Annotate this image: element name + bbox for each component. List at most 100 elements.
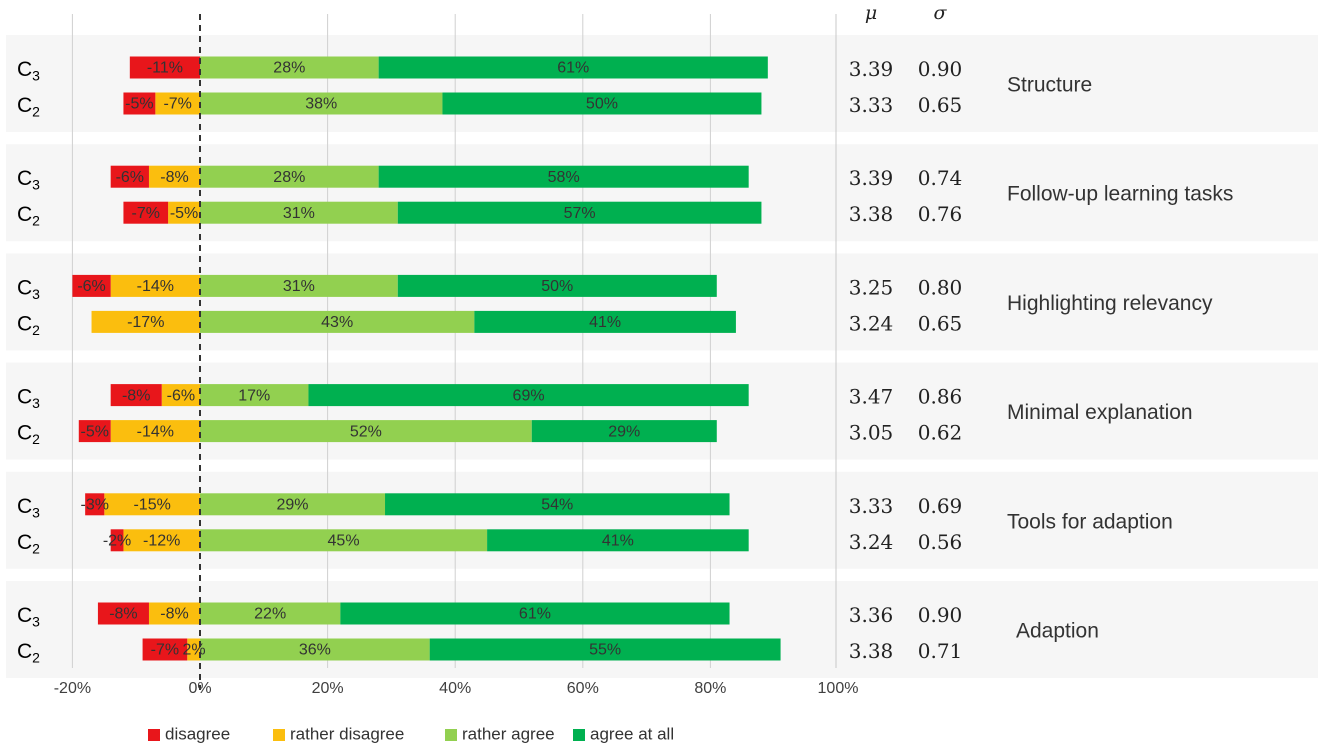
legend-label: rather agree xyxy=(462,724,555,743)
bar-agree-at-all xyxy=(487,529,749,552)
mean-value: 3.24 xyxy=(849,311,894,335)
bar-label-rather-agree: 52% xyxy=(350,423,382,440)
bar-rather-disagree xyxy=(123,529,200,552)
bar-rather-disagree xyxy=(148,602,200,625)
row-label-subscript: 3 xyxy=(32,176,40,192)
bar-disagree xyxy=(78,420,111,443)
bar-label-agree-at-all: 61% xyxy=(519,606,551,623)
bar-label-rather-disagree: 2% xyxy=(182,642,205,659)
bar-label-agree-at-all: 54% xyxy=(541,497,573,514)
row-label-subscript: 2 xyxy=(32,212,40,228)
legend-label: disagree xyxy=(165,724,230,743)
row-label-subscript: 3 xyxy=(32,67,40,83)
legend-label: agree at all xyxy=(590,724,674,743)
bar-disagree xyxy=(97,602,149,625)
row-label-subscript: 2 xyxy=(32,649,40,665)
bar-disagree xyxy=(110,529,124,552)
bar-disagree xyxy=(123,201,169,224)
mean-header: μ xyxy=(865,2,877,24)
sd-value: 0.90 xyxy=(918,57,963,81)
row-label-subscript: 3 xyxy=(32,395,40,411)
mean-value: 3.38 xyxy=(849,202,894,226)
bar-disagree xyxy=(72,274,111,297)
legend-swatch-rather-agree xyxy=(445,729,457,741)
sd-value: 0.56 xyxy=(918,530,963,554)
sd-value: 0.65 xyxy=(918,93,963,117)
x-tick-label: 60% xyxy=(567,680,599,697)
bar-label-disagree: -7% xyxy=(132,205,160,222)
x-tick-label: 20% xyxy=(312,680,344,697)
bar-label-rather-disagree: -8% xyxy=(160,606,188,623)
bar-label-disagree: -3% xyxy=(81,497,109,514)
bar-label-rather-agree: 22% xyxy=(254,606,286,623)
bar-label-disagree: -6% xyxy=(77,278,105,295)
row-label-subscript: 3 xyxy=(32,286,40,302)
row-label-subscript: 2 xyxy=(32,540,40,556)
bar-agree-at-all xyxy=(378,56,768,79)
bar-label-rather-agree: 45% xyxy=(328,533,360,550)
bar-label-agree-at-all: 50% xyxy=(541,278,573,295)
mean-value: 3.47 xyxy=(849,385,894,409)
bar-label-agree-at-all: 58% xyxy=(548,169,580,186)
sd-value: 0.71 xyxy=(918,639,963,663)
group-panel xyxy=(6,362,1318,460)
bar-label-disagree: -8% xyxy=(122,387,150,404)
sd-value: 0.86 xyxy=(918,385,963,409)
bar-label-rather-agree: 31% xyxy=(283,278,315,295)
bar-label-rather-disagree: -17% xyxy=(127,314,164,331)
bar-label-agree-at-all: 29% xyxy=(608,423,640,440)
bar-rather-agree xyxy=(200,274,398,297)
sd-value: 0.74 xyxy=(918,166,963,190)
group-name: Tools for adaption xyxy=(1007,510,1173,533)
legend-label: rather disagree xyxy=(290,724,404,743)
mean-value: 3.24 xyxy=(849,530,894,554)
group-panel xyxy=(6,253,1318,351)
mean-value: 3.25 xyxy=(849,275,894,299)
bar-label-disagree: -5% xyxy=(125,96,153,113)
bar-label-agree-at-all: 50% xyxy=(586,96,618,113)
group-panel xyxy=(6,35,1318,132)
bar-agree-at-all xyxy=(385,493,730,516)
bar-rather-disagree xyxy=(110,274,200,297)
bar-rather-disagree xyxy=(110,420,200,443)
bar-label-rather-disagree: -15% xyxy=(133,497,170,514)
bar-label-rather-disagree: -5% xyxy=(170,205,198,222)
group-name: Highlighting relevancy xyxy=(1007,292,1213,315)
bar-rather-disagree xyxy=(148,165,200,188)
bar-label-rather-agree: 28% xyxy=(273,169,305,186)
bar-disagree xyxy=(123,92,156,115)
bar-agree-at-all xyxy=(442,92,762,115)
bar-rather-disagree xyxy=(161,384,200,407)
bar-rather-agree xyxy=(200,310,475,333)
bar-label-agree-at-all: 61% xyxy=(557,60,589,77)
group-name: Follow-up learning tasks xyxy=(1007,183,1233,206)
bar-label-agree-at-all: 69% xyxy=(513,387,545,404)
bar-agree-at-all xyxy=(397,201,762,224)
bar-rather-disagree xyxy=(155,92,200,115)
bar-label-rather-disagree: -8% xyxy=(160,169,188,186)
mean-value: 3.33 xyxy=(849,494,894,518)
sd-value: 0.76 xyxy=(918,202,963,226)
bar-rather-agree xyxy=(200,165,379,188)
bar-label-agree-at-all: 41% xyxy=(589,314,621,331)
bar-rather-agree xyxy=(200,201,398,224)
bar-rather-agree xyxy=(200,420,532,443)
bar-rather-agree xyxy=(200,56,379,79)
bar-rather-agree xyxy=(200,92,443,115)
sd-header: σ xyxy=(934,2,948,24)
sd-value: 0.80 xyxy=(918,275,963,299)
bar-label-rather-disagree: -14% xyxy=(137,278,174,295)
row-label-subscript: 3 xyxy=(32,504,40,520)
bar-label-disagree: -8% xyxy=(109,606,137,623)
bar-agree-at-all xyxy=(429,638,781,661)
mean-value: 3.39 xyxy=(849,57,894,81)
sd-value: 0.65 xyxy=(918,311,963,335)
bar-disagree xyxy=(129,56,200,79)
bar-disagree xyxy=(110,165,149,188)
sd-value: 0.69 xyxy=(918,494,963,518)
legend-swatch-agree-at-all xyxy=(573,729,585,741)
bar-rather-disagree xyxy=(187,638,200,661)
mean-value: 3.33 xyxy=(849,93,894,117)
x-tick-label: 40% xyxy=(439,680,471,697)
